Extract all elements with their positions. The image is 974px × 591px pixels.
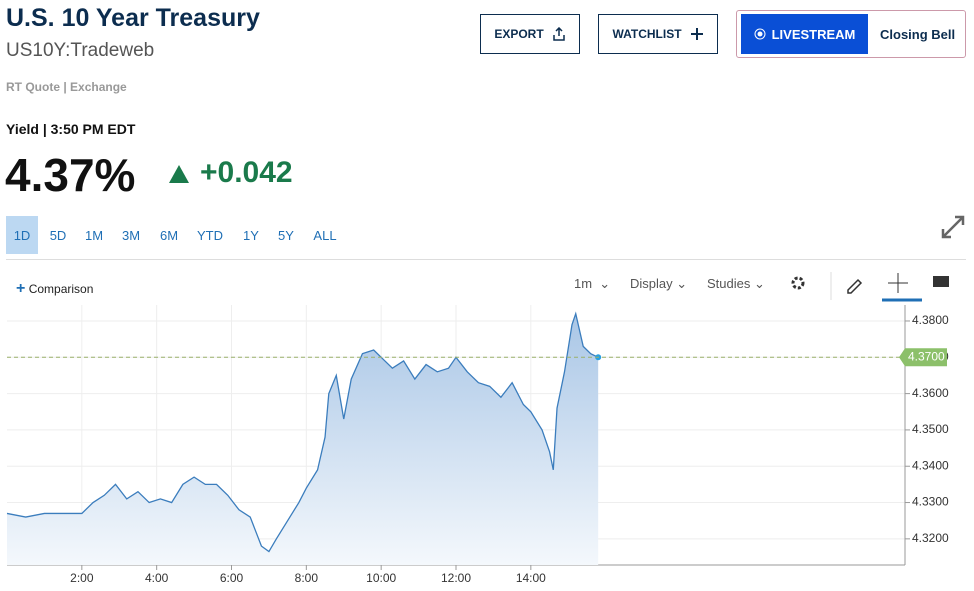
range-tab[interactable]: 5D xyxy=(49,227,67,243)
price-line xyxy=(6,311,599,553)
range-tab[interactable]: 5Y xyxy=(278,227,294,243)
y-tick-label: 4.3800 xyxy=(912,313,949,327)
range-tab[interactable]: 1D xyxy=(6,216,38,254)
show-name: Closing Bell xyxy=(880,27,956,42)
last-value-tag xyxy=(899,348,947,367)
x-tick-label: 10:00 xyxy=(366,571,396,585)
y-tick-label: 4.3600 xyxy=(912,386,949,400)
y-tick-label: 4.3500 xyxy=(912,422,949,436)
last-value-label: 4.3700 xyxy=(908,349,945,363)
display-text: Display xyxy=(630,276,673,291)
up-arrow xyxy=(169,165,189,183)
settings-icon[interactable] xyxy=(791,276,805,290)
x-tick-label: 6:00 xyxy=(220,571,244,585)
display-menu[interactable]: Display ⌄ xyxy=(630,276,688,291)
studies-menu[interactable]: Studies ⌄ xyxy=(707,276,765,291)
studies-text: Studies xyxy=(707,276,751,291)
comment-icon[interactable] xyxy=(933,276,949,287)
range-tab[interactable]: 1Y xyxy=(243,227,259,243)
range-tab[interactable]: 1M xyxy=(84,227,104,243)
divider xyxy=(6,259,966,260)
x-tick-label: 8:00 xyxy=(295,571,319,585)
livestream-box[interactable]: LIVESTREAM Closing Bell xyxy=(736,10,966,58)
y-tick-label: 4.3200 xyxy=(912,531,949,545)
export-button[interactable]: EXPORT xyxy=(480,14,580,54)
live-icon xyxy=(754,28,766,40)
livestream-text: LIVESTREAM xyxy=(771,26,856,42)
export-icon xyxy=(552,27,565,41)
interval-menu[interactable]: 1m ⌄ xyxy=(574,276,611,291)
crosshair-icon[interactable] xyxy=(888,273,908,293)
livestream-button[interactable]: LIVESTREAM xyxy=(741,14,868,54)
quote-label: Yield | 3:50 PM EDT xyxy=(6,121,136,137)
draw-icon[interactable] xyxy=(847,278,863,294)
range-tab[interactable]: 3M xyxy=(121,227,141,243)
change: +0.042 xyxy=(200,156,293,189)
plus-icon xyxy=(690,28,703,40)
range-tab[interactable]: YTD xyxy=(197,227,223,243)
y-tick-label: 4.3300 xyxy=(912,495,949,509)
x-tick-label: 2:00 xyxy=(70,571,94,585)
comparison-text: Comparison xyxy=(28,282,94,296)
export-text: EXPORT xyxy=(494,27,544,41)
symbol: US10Y:Tradeweb xyxy=(6,40,155,61)
price: 4.37% xyxy=(5,149,136,201)
range-tab[interactable]: 6M xyxy=(159,227,179,243)
range-tab[interactable]: ALL xyxy=(313,227,337,243)
x-tick-label: 12:00 xyxy=(441,571,471,585)
area-fill xyxy=(7,313,599,565)
source: RT Quote | Exchange xyxy=(6,80,127,94)
x-tick-label: 4:00 xyxy=(145,571,169,585)
tool-icons xyxy=(791,272,949,302)
interval-text: 1m xyxy=(574,276,593,291)
title: U.S. 10 Year Treasury xyxy=(6,4,260,32)
y-tick-label: 4.3400 xyxy=(912,458,949,472)
comparison-button[interactable]: + Comparison xyxy=(16,280,94,297)
watchlist-text: WATCHLIST xyxy=(612,27,682,41)
x-tick-label: 14:00 xyxy=(516,571,546,585)
watchlist-button[interactable]: WATCHLIST xyxy=(598,14,718,54)
expand-icon[interactable] xyxy=(940,214,966,240)
